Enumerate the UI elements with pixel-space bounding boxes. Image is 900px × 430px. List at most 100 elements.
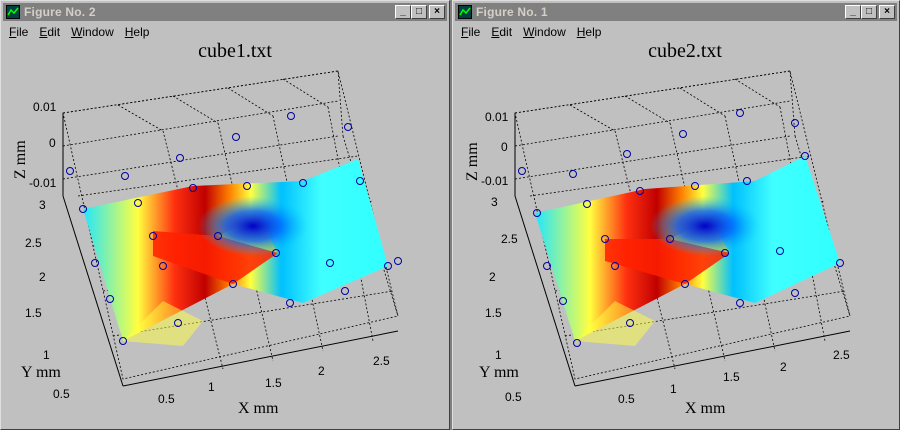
y-tick: 3 — [491, 195, 498, 209]
menu-file[interactable]: File — [461, 25, 481, 39]
marker — [287, 112, 295, 120]
z-axis-label: Z mm — [12, 140, 29, 179]
menu-window[interactable]: Window — [523, 25, 566, 39]
marker — [66, 167, 74, 175]
z-tick: 0.01 — [33, 100, 57, 114]
marker — [736, 109, 744, 117]
x-tick: 1.5 — [265, 376, 282, 390]
x-tick: 1.5 — [723, 370, 740, 384]
marker — [791, 119, 799, 127]
figure-app-icon — [6, 5, 20, 19]
marker — [533, 209, 541, 217]
tick-labels: 0.01 0 -0.01 3 2.5 2 1.5 1 0.5 0.5 1 1.5… — [25, 100, 390, 406]
axis-labels: Z mm Y mm X mm — [12, 140, 279, 417]
menu-window[interactable]: Window — [71, 25, 114, 39]
marker — [341, 287, 349, 295]
marker — [583, 200, 591, 208]
marker — [243, 182, 251, 190]
title-bar[interactable]: Figure No. 2 _ □ × — [3, 3, 447, 21]
tick-labels: 0.01 0 -0.01 3 2.5 2 1.5 1 0.5 0.5 1 1.5… — [481, 110, 850, 406]
x-tick: 2.5 — [833, 348, 850, 362]
marker — [272, 249, 280, 257]
close-button[interactable]: × — [429, 5, 445, 19]
marker — [681, 280, 689, 288]
marker — [91, 259, 99, 267]
x-tick: 0.5 — [158, 392, 175, 406]
marker — [569, 170, 577, 178]
plot-title: cube1.txt — [198, 41, 272, 62]
marker — [134, 199, 142, 207]
minimize-icon: _ — [400, 6, 406, 17]
marker — [299, 179, 307, 187]
y-tick: 1 — [43, 348, 50, 362]
z-tick: 0 — [49, 136, 56, 150]
maximize-icon: □ — [865, 6, 873, 17]
x-axis-label: X mm — [238, 400, 279, 417]
x-tick: 2 — [318, 364, 325, 378]
surface-plot[interactable]: cube2.txt — [455, 41, 895, 427]
minimize-icon: _ — [850, 6, 856, 17]
y-tick: 2 — [489, 270, 496, 284]
marker — [232, 133, 240, 141]
title-bar[interactable]: Figure No. 1 _ □ × — [455, 3, 897, 21]
marker — [791, 289, 799, 297]
marker — [801, 152, 809, 160]
maximize-button[interactable]: □ — [861, 5, 877, 19]
marker — [559, 297, 567, 305]
marker — [344, 123, 352, 131]
marker — [79, 205, 87, 213]
menu-file[interactable]: File — [9, 25, 29, 39]
z-tick: 0 — [501, 140, 508, 154]
marker — [106, 295, 114, 303]
marker — [356, 177, 364, 185]
y-tick: 0.5 — [53, 387, 70, 401]
axes — [514, 113, 851, 387]
figure-app-icon — [458, 5, 472, 19]
menu-help[interactable]: Help — [576, 25, 602, 39]
menu-bar: File Edit Window Help — [3, 23, 447, 41]
marker — [174, 319, 182, 327]
marker — [736, 299, 744, 307]
surface — [535, 156, 840, 346]
menu-help[interactable]: Help — [124, 25, 150, 39]
menu-edit[interactable]: Edit — [491, 25, 513, 39]
close-button[interactable]: × — [879, 5, 895, 19]
menu-edit[interactable]: Edit — [39, 25, 61, 39]
marker — [573, 339, 581, 347]
window-title: Figure No. 2 — [24, 5, 96, 19]
maximize-button[interactable]: □ — [411, 5, 427, 19]
marker — [394, 257, 402, 265]
marker — [721, 249, 729, 257]
y-tick: 2 — [39, 270, 46, 284]
surface-plot[interactable]: cube1.txt — [3, 41, 443, 427]
marker — [623, 150, 631, 158]
y-tick: 3 — [39, 198, 46, 212]
marker — [611, 262, 619, 270]
menu-bar: File Edit Window Help — [455, 23, 897, 41]
y-axis-label: Y mm — [21, 364, 61, 381]
marker — [229, 280, 237, 288]
x-tick: 1 — [208, 380, 215, 394]
marker — [214, 232, 222, 240]
marker — [326, 259, 334, 267]
figure-window-right[interactable]: Figure No. 1 _ □ × File Edit Window Help… — [452, 0, 900, 430]
z-tick: 0.01 — [485, 110, 509, 124]
marker — [176, 154, 184, 162]
marker — [691, 182, 699, 190]
marker — [384, 262, 392, 270]
marker — [518, 167, 526, 175]
data-markers — [518, 109, 844, 347]
close-icon: × — [434, 6, 440, 17]
y-tick: 2.5 — [501, 232, 518, 246]
marker — [636, 187, 644, 195]
data-markers — [66, 112, 402, 345]
marker — [286, 299, 294, 307]
minimize-button[interactable]: _ — [845, 5, 861, 19]
y-tick: 2.5 — [25, 236, 42, 250]
x-tick: 2.5 — [373, 354, 390, 368]
marker — [679, 130, 687, 138]
figure-window-left[interactable]: Figure No. 2 _ □ × File Edit Window Help… — [0, 0, 450, 430]
minimize-button[interactable]: _ — [395, 5, 411, 19]
y-tick: 1 — [495, 348, 502, 362]
x-axis-label: X mm — [685, 400, 726, 417]
